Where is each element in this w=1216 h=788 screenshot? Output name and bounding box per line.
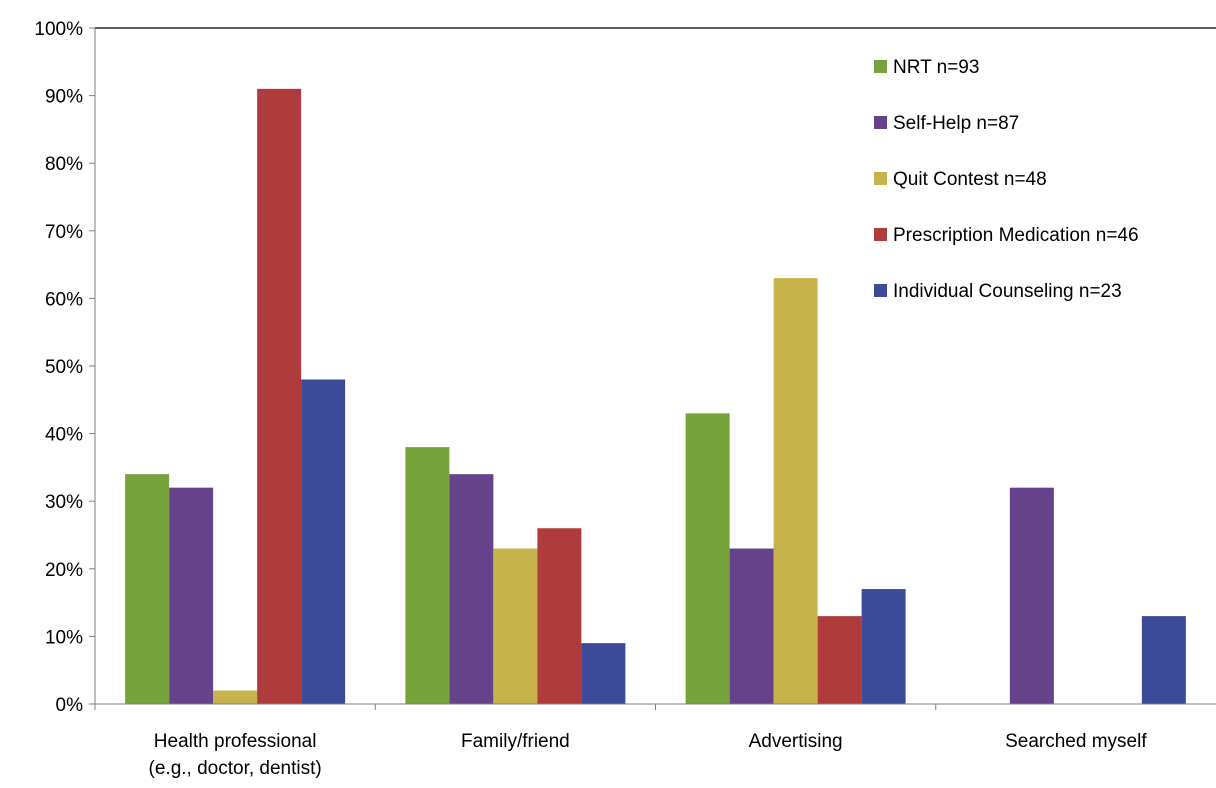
y-tick-label: 50% — [45, 357, 83, 378]
y-tick-label: 80% — [45, 154, 83, 175]
bar — [861, 589, 906, 704]
bar — [169, 487, 214, 704]
bar — [817, 616, 862, 704]
y-tick-label: 40% — [45, 425, 83, 446]
legend-swatch — [874, 60, 887, 73]
bar — [581, 643, 626, 704]
bar — [301, 379, 346, 704]
legend-label: Self-Help n=87 — [893, 113, 1019, 134]
y-tick-label: 30% — [45, 492, 83, 513]
y-tick-label: 90% — [45, 87, 83, 108]
legend-label: Quit Contest n=48 — [893, 169, 1047, 190]
y-tick-label: 0% — [56, 695, 84, 716]
legend-label: Prescription Medication n=46 — [893, 225, 1139, 246]
y-tick-label: 10% — [45, 627, 83, 648]
x-category-label: Family/friend — [461, 731, 570, 752]
x-category-label: Searched myself — [1005, 731, 1147, 752]
bar — [493, 548, 538, 704]
legend-label: Individual Counseling n=23 — [893, 281, 1122, 302]
x-category-label: Advertising — [749, 731, 843, 752]
bar — [449, 474, 494, 704]
y-tick-label: 70% — [45, 222, 83, 243]
y-axis-ticks: 0% 10% 20% 30% 40% 50% 60% 70% 80% 90% 100% — [34, 19, 95, 716]
legend-swatch — [874, 228, 887, 241]
legend-swatch — [874, 116, 887, 129]
bar — [213, 690, 258, 704]
x-category-label: (e.g., doctor, dentist) — [149, 758, 322, 779]
x-axis-ticks: Health professional (e.g., doctor, dentis… — [149, 704, 1147, 779]
y-tick-label: 60% — [45, 289, 83, 310]
legend-swatch — [874, 284, 887, 297]
legend-swatch — [874, 172, 887, 185]
legend: NRT n=93 Self-Help n=87 Quit Contest n=48 P… — [874, 57, 1139, 302]
y-tick-label: 100% — [34, 19, 83, 40]
bars — [125, 88, 1186, 705]
bar — [537, 528, 582, 704]
bar — [257, 88, 302, 705]
bar — [773, 278, 818, 704]
legend-label: NRT n=93 — [893, 57, 979, 78]
bar — [1009, 487, 1054, 704]
bar — [685, 413, 730, 704]
bar — [729, 548, 774, 704]
bar — [405, 447, 450, 704]
bar — [125, 474, 170, 704]
x-category-label: Health professional — [154, 731, 317, 752]
y-tick-label: 20% — [45, 560, 83, 581]
bar — [1141, 616, 1186, 704]
